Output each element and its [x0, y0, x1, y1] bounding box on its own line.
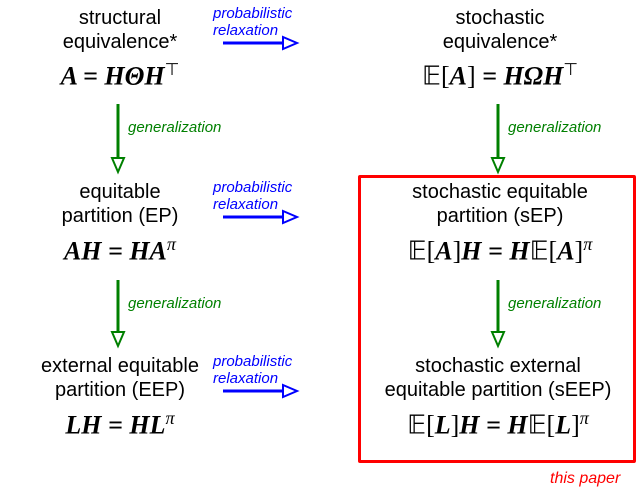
arrow-label-prob-relax-2: probabilistic relaxation — [213, 180, 292, 213]
node-ep: equitable partition (EP) AH = HAπ — [20, 180, 220, 267]
node-title: equitable partition (EP) — [20, 180, 220, 228]
arrow-label-prob-relax-1: probabilistic relaxation — [213, 6, 292, 39]
arrow-gen-1 — [111, 104, 125, 176]
node-equation: A = HΘH⊤ — [20, 60, 220, 92]
arrow-label-gen-3: generalization — [128, 296, 221, 313]
this-paper-label: this paper — [550, 470, 620, 488]
arrow-label-gen-4: generalization — [508, 296, 601, 313]
arrow-gen-2 — [491, 104, 505, 176]
arrow-gen-4 — [491, 280, 505, 350]
node-equation: AH = HAπ — [20, 234, 220, 267]
arrow-label-prob-relax-3: probabilistic relaxation — [213, 354, 292, 387]
arrow-label-gen-2: generalization — [508, 120, 601, 137]
node-structural-eq: structural equivalence* A = HΘH⊤ — [20, 6, 220, 92]
node-title: stochastic equivalence* — [376, 6, 624, 54]
node-eep: external equitable partition (EEP) LH = … — [20, 354, 220, 441]
arrow-gen-3 — [111, 280, 125, 350]
node-title: external equitable partition (EEP) — [20, 354, 220, 402]
node-equation: 𝔼[A] = HΩH⊤ — [376, 60, 624, 92]
arrow-label-gen-1: generalization — [128, 120, 221, 137]
node-stochastic-eq: stochastic equivalence* 𝔼[A] = HΩH⊤ — [376, 6, 624, 92]
node-title: structural equivalence* — [20, 6, 220, 54]
node-equation: LH = HLπ — [20, 408, 220, 441]
